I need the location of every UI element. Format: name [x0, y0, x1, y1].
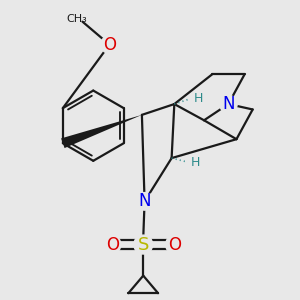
Circle shape [136, 193, 153, 210]
Text: S: S [138, 236, 149, 253]
Text: H: H [194, 92, 203, 105]
Text: N: N [138, 192, 151, 210]
Text: O: O [167, 236, 182, 253]
Circle shape [103, 236, 121, 254]
Circle shape [134, 235, 153, 254]
Text: O: O [168, 236, 181, 253]
Text: S: S [137, 236, 150, 253]
Circle shape [220, 95, 237, 113]
Text: N: N [138, 192, 152, 210]
Text: O: O [106, 236, 119, 253]
Text: O: O [105, 236, 119, 253]
Polygon shape [61, 115, 142, 148]
Text: N: N [221, 95, 235, 113]
Text: O: O [103, 36, 116, 54]
Text: O: O [102, 36, 117, 54]
Circle shape [166, 236, 183, 254]
Text: CH₃: CH₃ [67, 14, 87, 24]
Text: N: N [222, 95, 235, 113]
Circle shape [101, 36, 118, 53]
Text: H: H [191, 156, 201, 169]
